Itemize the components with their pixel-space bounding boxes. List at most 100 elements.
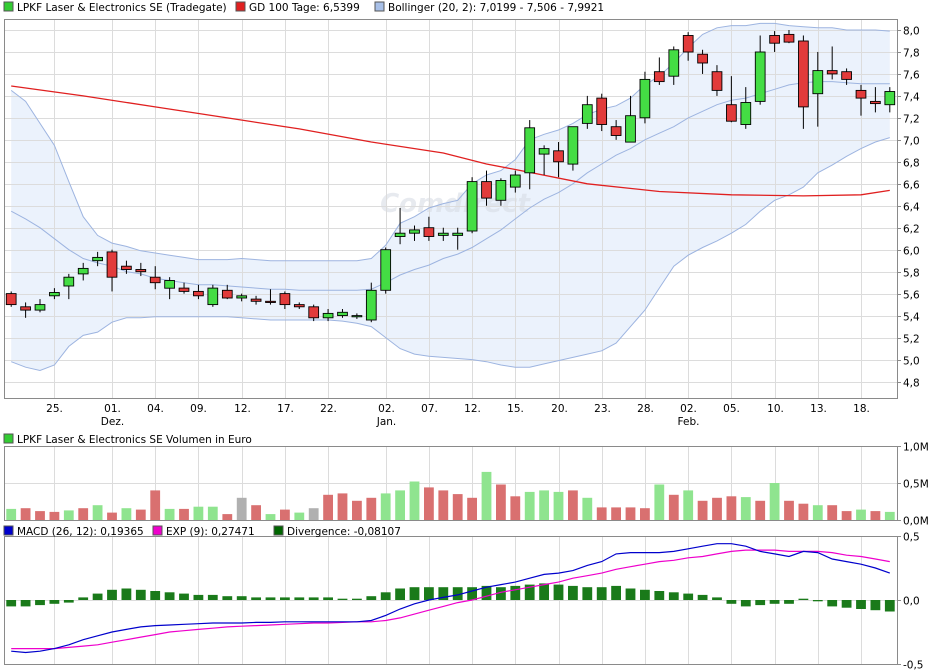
volume-bar: [294, 512, 305, 520]
price-y-tick-label: 8,0: [903, 26, 920, 38]
volume-bar: [366, 497, 377, 520]
legend-label: GD 100 Tage: 6,5399: [249, 2, 360, 14]
candle-body: [423, 227, 435, 237]
divergence-bar: [207, 594, 218, 600]
x-tick-month-label: Feb.: [678, 416, 700, 428]
candle-body: [265, 300, 276, 303]
volume-bar: [712, 497, 722, 520]
x-tick-label: 09.: [190, 403, 207, 415]
macd-y-tick-label: 0,5: [903, 532, 920, 544]
volume-bar: [78, 508, 89, 520]
candle-body: [164, 280, 175, 289]
divergence-bar: [827, 600, 838, 607]
legend-swatch: [374, 1, 385, 12]
candle-body: [668, 49, 680, 77]
divergence-bar: [668, 592, 679, 600]
volume-bar: [438, 490, 449, 520]
divergence-bar: [121, 588, 132, 600]
price-y-tick-label: 7,0: [903, 136, 920, 148]
volume-bar: [121, 508, 132, 520]
legend-swatch: [235, 1, 246, 12]
bollinger-band-area: [11, 23, 890, 371]
volume-bar: [380, 493, 391, 520]
candle-body: [365, 289, 377, 321]
macd-y-tick-label: 0,0: [903, 596, 920, 608]
price-y-tick-label: 5,0: [903, 356, 920, 368]
divergence-bar: [150, 591, 161, 600]
divergence-bar: [251, 597, 261, 600]
divergence-bar: [452, 587, 463, 600]
divergence-bar: [870, 600, 881, 611]
volume-bar: [755, 500, 766, 520]
candle-body: [293, 304, 305, 308]
divergence-bar: [539, 583, 549, 600]
volume-bar: [496, 484, 506, 520]
candle-body: [754, 51, 766, 102]
divergence-bar: [712, 597, 722, 600]
divergence-bar: [496, 587, 506, 600]
macd-panel-frame: [4, 536, 898, 665]
price-y-tick-label: 4,8: [903, 378, 920, 390]
divergence-bar: [280, 597, 290, 600]
volume-bar: [424, 487, 434, 520]
candle-body: [92, 256, 103, 262]
divergence-bar: [683, 593, 694, 600]
volume-bar: [582, 497, 593, 520]
candle-body: [178, 287, 190, 292]
volume-y-tick-label: 1,0M: [903, 442, 929, 454]
candle-body: [855, 89, 867, 99]
divergence-bar: [323, 597, 333, 600]
x-tick-label: 28.: [637, 403, 654, 415]
volume-bar: [323, 494, 333, 520]
divergence-bar: [35, 600, 45, 606]
price-y-tick-label: 5,8: [903, 268, 920, 280]
candle-body: [5, 293, 17, 306]
x-tick-label: 07.: [421, 403, 438, 415]
legend-label: EXP (9): 0,27471: [166, 526, 255, 538]
volume-panel-frame: [4, 446, 898, 521]
divergence-bar: [366, 596, 377, 600]
x-tick-label: 02.: [378, 403, 395, 415]
x-tick-label: 15.: [507, 403, 524, 415]
candle-body: [884, 91, 896, 106]
candle-body: [437, 232, 449, 236]
divergence-bar: [524, 584, 535, 600]
candle-body: [394, 232, 406, 237]
divergence-bar: [395, 588, 405, 600]
price-y-tick-label: 7,4: [903, 92, 920, 104]
candle-body: [769, 35, 780, 44]
macd-exp-line: [11, 549, 890, 650]
divergence-bar: [49, 600, 60, 604]
divergence-bar: [438, 587, 449, 600]
divergence-bar: [78, 597, 89, 600]
divergence-bar: [193, 594, 204, 600]
x-tick-label: 12.: [234, 403, 251, 415]
divergence-bar: [596, 587, 607, 600]
legend-swatch: [152, 525, 163, 536]
candle-body: [351, 315, 363, 318]
price-y-tick-label: 5,2: [903, 334, 920, 346]
volume-bar: [668, 494, 679, 520]
price-y-tick-label: 5,6: [903, 290, 920, 302]
divergence-bar: [481, 585, 492, 600]
candle-body: [409, 229, 420, 234]
candle-body: [481, 181, 492, 199]
divergence-bar: [380, 592, 391, 600]
volume-bar: [409, 481, 420, 520]
divergence-bar: [20, 600, 31, 607]
divergence-bar: [265, 597, 276, 600]
volume-bar: [164, 508, 175, 520]
volume-bar: [553, 491, 564, 520]
watermark-logo: Comdirect: [380, 189, 531, 219]
divergence-bar: [726, 600, 737, 604]
macd-y-tick-label: -0,5: [903, 660, 924, 670]
price-y-tick-label: 7,2: [903, 114, 920, 126]
candle-body: [135, 269, 147, 273]
candle-body: [697, 53, 708, 64]
macd-line: [11, 543, 891, 654]
volume-bar: [539, 490, 549, 520]
legend-label: Bollinger (20, 2): 7,0199 - 7,506 - 7,99…: [388, 2, 604, 14]
legend-label: LPKF Laser & Electronics SE Volumen in E…: [17, 434, 252, 446]
